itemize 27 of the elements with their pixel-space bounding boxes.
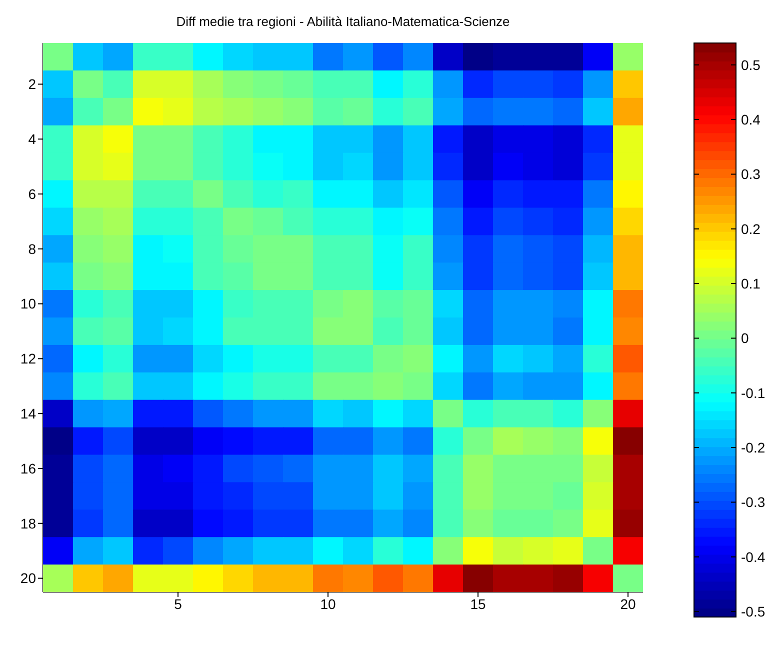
chart-title: Diff medie tra regioni - Abilità Italiano-Matematica-Scienze — [175, 14, 511, 29]
y-tick-label: 12 — [20, 350, 36, 367]
color-bar-label: 0.3 — [741, 166, 761, 182]
color-bar-label: -0.2 — [741, 440, 766, 456]
y-tick-label: 10 — [20, 296, 36, 312]
color-bar-label: -0.1 — [741, 384, 766, 401]
color-bar-label: 0 — [741, 330, 749, 346]
color-bar-label: 0.5 — [741, 56, 761, 73]
color-bar-label: 0.2 — [741, 220, 761, 237]
color-bar-label: 0.1 — [741, 276, 761, 292]
y-tick-label: 14 — [20, 406, 36, 422]
colorbar: -0.5 -0.4 -0.3 -0.2 -0.1 0 0.1 0.2 0.3 0.4 0.5 — [693, 33, 783, 627]
y-tick-label: 4 — [28, 131, 36, 148]
y-tick-label: 20 — [20, 570, 36, 586]
y-tick-label: 16 — [20, 460, 36, 476]
color-bar-label: 0.4 — [741, 112, 761, 128]
x-tick-label: 10 — [320, 596, 336, 612]
y-tick-label: 6 — [28, 186, 36, 202]
x-tick-label: 20 — [620, 596, 636, 612]
y-tick-label: 18 — [20, 515, 36, 532]
y-tick-label: 2 — [28, 76, 36, 92]
x-tick-label: 5 — [174, 596, 182, 612]
x-tick-label: 15 — [470, 596, 486, 612]
y-tick-label: 8 — [28, 240, 36, 257]
color-bar-label: -0.5 — [741, 604, 766, 620]
color-bar-label: -0.3 — [741, 494, 766, 510]
color-bar-label: -0.4 — [741, 548, 766, 565]
